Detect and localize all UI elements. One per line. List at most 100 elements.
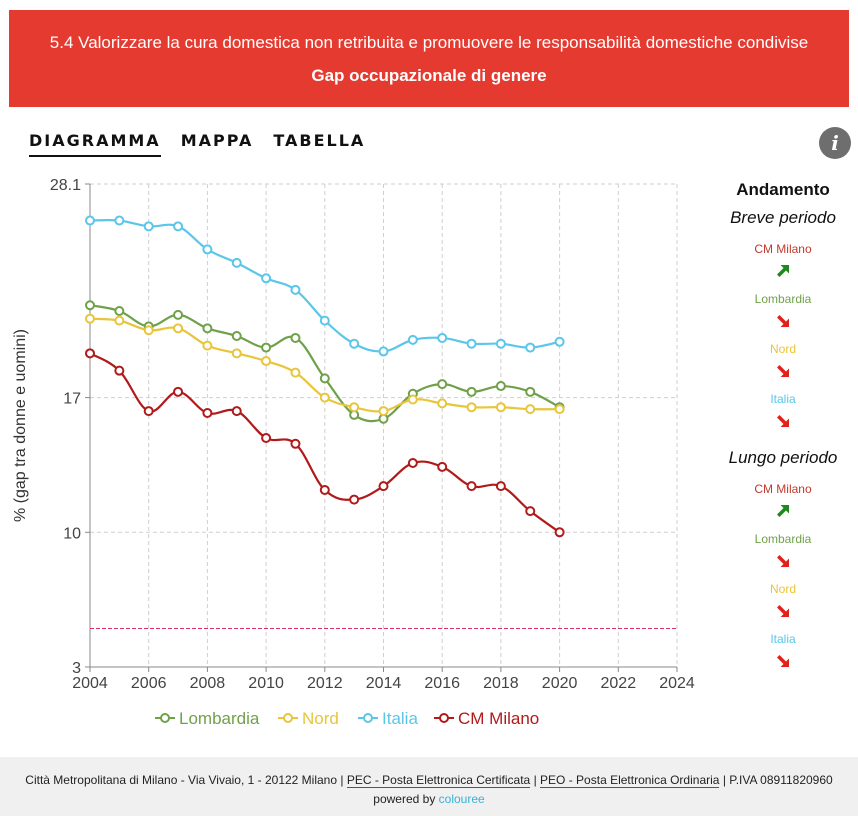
data-point-italia [525,342,536,353]
data-point-cm-milano [466,481,477,492]
data-point-italia [319,315,330,326]
data-point-cm-milano [290,438,301,449]
data-point-italia [231,257,242,268]
x-tick-label: 2018 [483,675,519,692]
data-point-nord [466,402,477,413]
footer-address: Città Metropolitana di Milano - Via Viva… [25,773,344,787]
info-icon[interactable]: i [819,127,851,159]
data-point-cm-milano [114,365,125,376]
data-point-cm-milano [202,407,213,418]
legend-marker-nord [283,713,293,723]
x-tick-label: 2012 [307,675,343,692]
data-point-italia [85,215,95,226]
data-point-nord [261,356,272,367]
data-point-nord [437,398,448,409]
legend-label-cm-milano: CM Milano [458,709,539,728]
data-point-nord [554,404,565,415]
trend-item: Nord [718,342,848,392]
data-point-italia [554,336,565,347]
data-point-italia [202,244,213,255]
data-point-lombardia [114,306,125,317]
legend-label-italia: Italia [382,709,418,728]
trend-title: Andamento [736,180,830,199]
trend-down-arrow-icon [777,555,789,567]
legend-item-nord[interactable]: Nord [278,709,339,728]
legend-marker-cm-milano [439,713,449,723]
data-point-cm-milano [85,348,95,359]
trend-down-arrow-icon [777,605,789,617]
page-title: 5.4 Valorizzare la cura domestica non re… [49,33,809,52]
data-point-italia [173,221,184,232]
footer: Città Metropolitana di Milano - Via Viva… [0,757,858,816]
data-point-nord [85,313,95,324]
footer-piva: | P.IVA 08911820960 [722,773,833,787]
legend-item-italia[interactable]: Italia [358,709,418,728]
data-point-italia [143,221,154,232]
brand-logo[interactable]: colouree [438,792,485,806]
tab-diagramma[interactable]: DIAGRAMMA [29,131,161,157]
y-axis-label: % (gap tra donne e uomini) [12,329,29,522]
peo-link[interactable]: PEO - Posta Elettronica Ordinaria [540,773,720,788]
data-point-nord [349,402,360,413]
series-lombardia [85,300,565,424]
trend-item: Italia [718,632,848,682]
trend-item: Lombardia [718,532,848,582]
data-point-cm-milano [495,481,506,492]
trend-item: CM Milano [718,482,848,532]
x-tick-label: 2010 [248,675,284,692]
tab-tabella[interactable]: TABELLA [273,131,366,150]
legend-item-lombardia[interactable]: Lombardia [155,709,260,728]
data-point-italia [378,346,389,357]
y-tick-label: 10 [63,525,81,542]
data-point-lombardia [319,373,330,384]
legend-marker-italia [363,713,373,723]
x-tick-label: 2022 [601,675,637,692]
trend-item-label: CM Milano [754,482,812,496]
data-point-cm-milano [525,506,536,517]
data-point-nord [319,392,330,403]
page-subtitle: Gap occupazionale di genere [311,66,547,85]
data-point-italia [114,215,125,226]
data-point-lombardia [261,342,272,353]
x-tick-label: 2020 [542,675,578,692]
data-point-cm-milano [143,406,154,417]
data-point-cm-milano [407,458,418,469]
x-tick-label: 2004 [72,675,108,692]
data-point-lombardia [466,386,477,397]
x-tick-label: 2006 [131,675,167,692]
data-point-cm-milano [378,481,389,492]
data-point-cm-milano [231,406,242,417]
x-tick-label: 2024 [659,675,695,692]
trend-item: Nord [718,582,848,632]
series-nord [85,313,565,417]
data-point-italia [437,332,448,343]
y-tick-label: 28.1 [50,177,81,194]
data-point-nord [114,315,125,326]
x-tick-label: 2016 [424,675,460,692]
data-point-cm-milano [437,461,448,472]
tab-mappa[interactable]: MAPPA [180,131,254,150]
trend-down-arrow-icon [777,315,789,327]
view-tabs: DIAGRAMMA MAPPA TABELLA [29,131,385,157]
trend-item: Italia [718,392,848,442]
trend-up-arrow-icon [777,505,789,517]
data-point-cm-milano [554,527,565,538]
powered-by-text: powered by [373,792,436,806]
data-point-lombardia [202,323,213,334]
trend-item: Lombardia [718,292,848,342]
data-point-lombardia [173,309,184,320]
trend-down-arrow-icon [777,655,789,667]
period-label: Lungo periodo [728,448,838,467]
data-point-cm-milano [173,386,184,397]
data-point-lombardia [495,381,506,392]
data-point-italia [349,338,360,349]
trend-up-arrow-icon [777,265,789,277]
y-tick-label: 3 [72,660,81,677]
pec-link[interactable]: PEC - Posta Elettronica Certificata [346,773,531,788]
trend-item: CM Milano [718,242,848,292]
y-tick-label: 17 [63,391,81,408]
data-point-nord [290,367,301,378]
data-point-lombardia [437,379,448,390]
legend-item-cm-milano[interactable]: CM Milano [434,709,539,728]
data-point-nord [525,404,536,415]
